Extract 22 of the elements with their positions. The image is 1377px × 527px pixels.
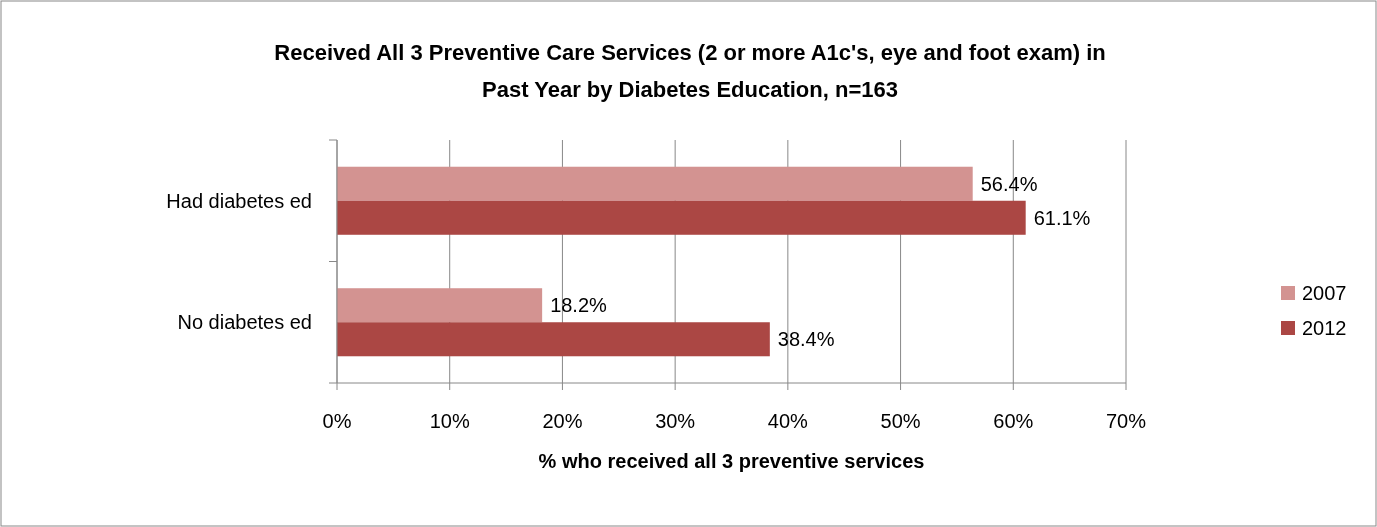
x-tick-label: 50% — [880, 410, 921, 432]
bar — [337, 322, 770, 357]
data-label: 56.4% — [980, 172, 1038, 195]
data-label: 38.4% — [777, 328, 835, 351]
x-tick-label: 30% — [655, 410, 696, 432]
x-tick-label: 40% — [767, 410, 809, 432]
x-tick-label: 20% — [542, 410, 583, 432]
y-tick-label: No diabetes ed — [177, 311, 312, 334]
data-label: 18.2% — [550, 294, 608, 317]
x-tick-label: 10% — [429, 410, 470, 432]
x-axis-title: % who received all 3 preventive services — [538, 450, 925, 472]
x-tick-label: 0% — [322, 410, 352, 432]
x-tick-label: 70% — [1105, 410, 1147, 432]
legend-label: 2012 — [1302, 317, 1347, 339]
x-tick-label: 60% — [993, 410, 1034, 432]
bar — [337, 288, 543, 323]
bar — [337, 166, 973, 201]
y-tick-label: Had diabetes ed — [166, 189, 312, 212]
chart-title: Received All 3 Preventive Care Services (2 or more A1c's, eye and foot exam) in Past Year by Diabetes Education, n=163 — [274, 40, 1106, 102]
legend-label: 2007 — [1302, 282, 1347, 304]
data-label: 61.1% — [1033, 206, 1091, 229]
bar — [337, 200, 1026, 235]
